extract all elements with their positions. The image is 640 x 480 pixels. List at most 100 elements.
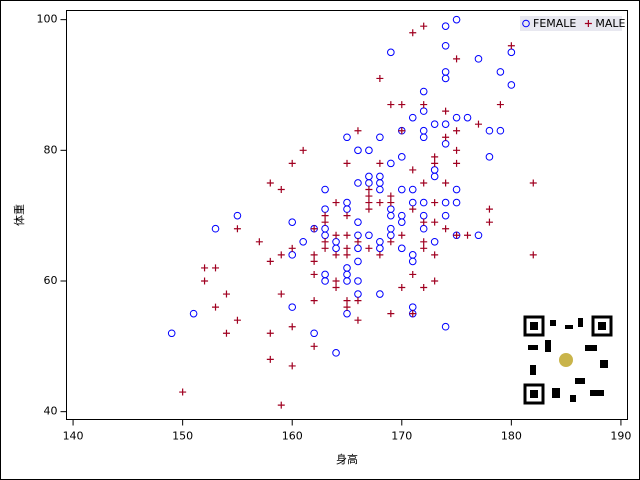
point [452, 113, 461, 122]
point [441, 22, 450, 30]
point [299, 237, 307, 246]
point [431, 159, 439, 167]
legend-label: MALE [595, 17, 625, 30]
point [441, 211, 450, 220]
point [288, 323, 296, 331]
x-tick-label: 190 [610, 430, 631, 443]
point [387, 101, 395, 109]
x-axis-label: 身高 [336, 452, 358, 466]
point [201, 277, 209, 285]
x-tick-label: 170 [391, 430, 412, 443]
point [365, 244, 373, 252]
point [288, 218, 297, 226]
point [233, 211, 242, 220]
point [310, 270, 318, 278]
point [529, 251, 537, 259]
point [277, 290, 285, 298]
point [266, 179, 274, 187]
point [310, 225, 318, 233]
point [354, 297, 362, 305]
legend-marker [522, 19, 530, 28]
point [376, 199, 384, 207]
point [288, 303, 297, 311]
point [397, 185, 406, 194]
point [507, 42, 515, 50]
legend: FEMALE MALE [520, 16, 626, 31]
point [431, 199, 439, 207]
point [365, 186, 373, 194]
point [496, 68, 505, 76]
point [431, 153, 439, 161]
point [332, 251, 340, 259]
point [474, 231, 483, 240]
point [343, 251, 351, 259]
point [354, 218, 362, 226]
point [299, 146, 307, 154]
point [452, 198, 461, 207]
point [419, 198, 428, 207]
point [354, 179, 362, 187]
point [387, 310, 395, 318]
point [420, 218, 428, 226]
point [167, 329, 176, 338]
point [409, 29, 417, 37]
point [310, 297, 318, 305]
point [397, 218, 406, 226]
point [343, 133, 351, 142]
point [343, 244, 351, 252]
point [189, 309, 198, 318]
point [321, 238, 329, 246]
point [419, 87, 428, 96]
x-tick-label: 160 [282, 430, 303, 443]
point [398, 127, 406, 135]
point [288, 362, 296, 370]
point [387, 159, 395, 168]
point [496, 126, 505, 135]
point [233, 225, 241, 233]
point [453, 55, 461, 63]
point [310, 251, 318, 259]
point [321, 277, 329, 285]
point [409, 205, 417, 213]
point [343, 231, 351, 239]
point [420, 101, 428, 109]
point [387, 48, 395, 57]
point [387, 211, 395, 220]
point [343, 198, 351, 207]
point [365, 192, 373, 200]
point [397, 244, 406, 253]
point [354, 257, 362, 266]
point [408, 185, 417, 194]
point [507, 81, 516, 89]
legend-label: FEMALE [533, 17, 576, 30]
point [442, 133, 450, 141]
point [277, 401, 285, 409]
point [376, 185, 384, 194]
point [387, 192, 395, 200]
point [343, 159, 351, 167]
point [485, 126, 494, 135]
point [343, 303, 351, 311]
point [332, 231, 340, 239]
point [321, 212, 329, 220]
point [453, 159, 461, 167]
y-axis-label: 体重 [12, 204, 26, 226]
point [452, 15, 461, 24]
point [474, 120, 482, 128]
point [453, 127, 461, 135]
point [266, 257, 274, 265]
point [529, 179, 537, 187]
x-tick-label: 180 [501, 430, 522, 443]
point [442, 179, 450, 187]
point [409, 270, 417, 278]
point [431, 277, 439, 285]
point [420, 244, 428, 252]
point [441, 41, 450, 50]
point [332, 199, 340, 207]
point [409, 166, 417, 174]
point [266, 329, 274, 337]
point [310, 342, 318, 350]
point [485, 218, 493, 226]
